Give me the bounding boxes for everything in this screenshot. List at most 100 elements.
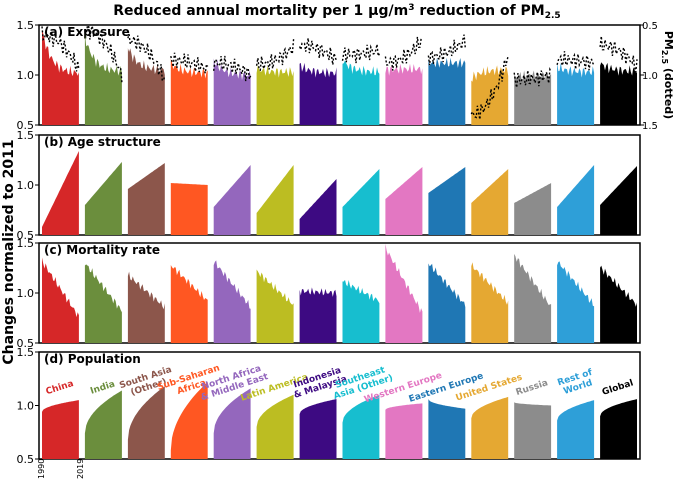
region-label-line: Global: [601, 378, 635, 397]
area-1-12: [557, 165, 595, 235]
region-label-line: India: [89, 379, 116, 396]
area-2-8: [385, 243, 423, 343]
area-1-2: [127, 163, 165, 235]
area-1-1: [84, 162, 122, 235]
y-tick-label: 0.5: [17, 229, 35, 242]
area-2-9: [428, 263, 466, 343]
area-2-5: [256, 269, 294, 343]
pm25-line-9: [427, 34, 466, 66]
panel-label: (d) Population: [44, 352, 141, 366]
area-1-8: [385, 167, 423, 235]
right-tick-label: 1.0: [642, 71, 658, 82]
panel-label: (c) Mortality rate: [44, 243, 160, 257]
region-label-0: China: [45, 379, 75, 397]
pm25-line-10: [470, 55, 509, 120]
y-tick-label: 0.5: [17, 337, 35, 350]
pm25-line-5: [255, 38, 295, 72]
area-1-0: [42, 151, 79, 235]
area-1-4: [213, 165, 251, 235]
pm25-line-11: [513, 67, 552, 88]
area-2-0: [42, 257, 79, 343]
area-3-12: [557, 400, 595, 459]
area-2-10: [471, 262, 509, 343]
area-3-10: [471, 396, 509, 459]
area-0-7: [342, 60, 380, 125]
area-0-12: [557, 62, 595, 125]
right-tick-label: 1.5: [642, 121, 658, 132]
region-label-line: China: [45, 379, 75, 397]
pm25-line-4: [213, 55, 252, 82]
pm25-line-7: [341, 44, 381, 64]
area-2-11: [514, 253, 552, 343]
x-tick-end: 2019: [76, 459, 85, 479]
y-tick-label: 1.0: [17, 287, 35, 300]
area-2-7: [342, 279, 380, 343]
area-1-7: [342, 169, 380, 235]
area-3-1: [84, 390, 122, 459]
area-3-9: [428, 399, 466, 459]
area-2-1: [84, 264, 122, 343]
y-tick-label: 1.5: [17, 129, 35, 142]
x-tick-start: 1990: [37, 459, 46, 479]
area-0-8: [385, 63, 423, 125]
right-tick-label: 0.5: [642, 21, 658, 32]
pm25-line-2: [127, 33, 166, 82]
y-tick-label: 0.5: [17, 453, 35, 466]
area-2-13: [600, 265, 637, 343]
y-axis-label: Changes normalized to 2011: [1, 139, 17, 364]
area-2-4: [213, 260, 251, 343]
area-3-0: [42, 400, 79, 459]
right-axis-label: PM2.5 (dotted): [660, 31, 675, 119]
area-1-10: [471, 169, 509, 235]
area-0-11: [514, 70, 552, 125]
area-2-3: [170, 265, 208, 343]
pm25-line-12: [556, 51, 595, 71]
area-0-5: [256, 65, 294, 125]
area-3-3: [170, 382, 208, 459]
pm25-line-0: [41, 26, 80, 72]
area-0-4: [213, 58, 251, 125]
area-3-2: [127, 386, 165, 459]
area-2-6: [299, 287, 337, 343]
area-3-7: [342, 394, 380, 459]
area-3-13: [600, 399, 637, 459]
area-0-1: [84, 32, 122, 125]
area-0-9: [428, 57, 466, 126]
area-1-3: [170, 183, 208, 235]
area-3-6: [299, 399, 337, 459]
area-0-13: [600, 62, 637, 125]
area-1-13: [600, 166, 637, 235]
region-label-12: Rest ofWorld: [556, 368, 596, 398]
y-tick-label: 1.0: [17, 179, 35, 192]
area-1-6: [299, 179, 337, 235]
area-3-8: [385, 403, 423, 459]
area-1-9: [428, 167, 466, 235]
area-1-11: [514, 183, 552, 235]
pm25-line-8: [384, 36, 423, 71]
pm25-line-13: [599, 36, 638, 73]
pm25-line-6: [298, 37, 338, 65]
area-2-12: [557, 261, 595, 343]
area-0-6: [299, 62, 337, 125]
region-label-13: Global: [601, 378, 635, 397]
chart-title: Reduced annual mortality per 1 μg/m3 red…: [113, 3, 560, 21]
area-3-4: [213, 388, 251, 459]
y-tick-label: 1.5: [17, 346, 35, 359]
y-tick-label: 1.0: [17, 400, 35, 413]
pm25-line-1: [84, 24, 123, 83]
area-3-5: [256, 394, 294, 459]
area-0-2: [127, 48, 165, 126]
area-2-2: [127, 271, 165, 343]
pm25-line-3: [170, 52, 209, 74]
panel-label: (b) Age structure: [44, 135, 161, 149]
y-tick-label: 0.5: [17, 119, 35, 132]
region-label-1: India: [89, 379, 116, 396]
area-0-0: [42, 30, 79, 125]
y-tick-label: 1.5: [17, 19, 35, 32]
area-3-11: [514, 402, 552, 459]
area-0-3: [170, 58, 208, 125]
area-1-5: [256, 165, 294, 235]
y-tick-label: 1.0: [17, 69, 35, 82]
